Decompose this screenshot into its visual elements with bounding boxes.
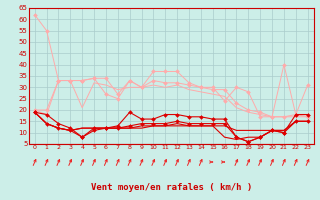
Text: Vent moyen/en rafales ( km/h ): Vent moyen/en rafales ( km/h ) bbox=[91, 183, 252, 192]
